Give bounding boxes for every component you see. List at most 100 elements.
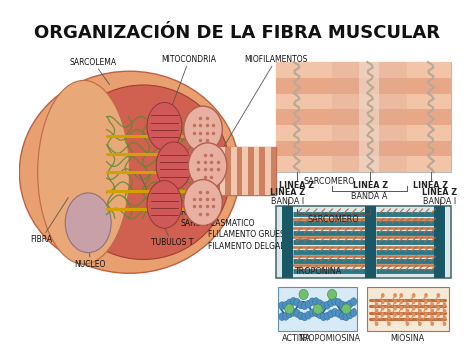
- Ellipse shape: [56, 85, 230, 260]
- Text: BANDA A: BANDA A: [351, 192, 387, 201]
- Ellipse shape: [375, 308, 378, 313]
- Ellipse shape: [437, 306, 440, 311]
- Text: SARCOLEMA: SARCOLEMA: [70, 58, 117, 84]
- Bar: [276, 78, 451, 93]
- Bar: [276, 62, 451, 78]
- Ellipse shape: [443, 315, 447, 320]
- Ellipse shape: [381, 306, 384, 311]
- Ellipse shape: [335, 310, 342, 317]
- Bar: [365, 206, 376, 278]
- Bar: [248, 147, 254, 195]
- Ellipse shape: [387, 302, 391, 307]
- Text: FILAMENTO DELGADO: FILAMENTO DELGADO: [208, 238, 319, 251]
- Ellipse shape: [298, 301, 304, 309]
- Ellipse shape: [418, 308, 422, 313]
- Text: BANDA I: BANDA I: [271, 197, 304, 206]
- Bar: [271, 147, 276, 195]
- Text: LINEA Z: LINEA Z: [353, 180, 388, 190]
- Text: LINEA Z: LINEA Z: [270, 188, 305, 197]
- Ellipse shape: [286, 310, 293, 318]
- Bar: [254, 147, 259, 195]
- Text: FIBRA: FIBRA: [30, 197, 68, 244]
- Text: TROPOMIOSINA: TROPOMIOSINA: [298, 334, 360, 343]
- Ellipse shape: [294, 299, 301, 306]
- Text: SARCOMERO: SARCOMERO: [303, 177, 355, 186]
- Ellipse shape: [412, 312, 416, 317]
- Ellipse shape: [393, 300, 397, 304]
- Ellipse shape: [393, 293, 397, 297]
- Ellipse shape: [381, 312, 384, 317]
- Ellipse shape: [375, 315, 378, 320]
- Bar: [265, 147, 271, 195]
- Bar: [219, 147, 276, 195]
- Ellipse shape: [184, 106, 222, 152]
- Ellipse shape: [290, 308, 297, 316]
- Ellipse shape: [437, 293, 440, 297]
- Text: MIOFILAMENTOS: MIOFILAMENTOS: [221, 55, 308, 152]
- Ellipse shape: [424, 306, 428, 311]
- Ellipse shape: [147, 103, 182, 150]
- Text: RETICULO
SARCOPLASMATICO: RETICULO SARCOPLASMATICO: [164, 192, 255, 228]
- Ellipse shape: [418, 315, 422, 320]
- Ellipse shape: [283, 312, 289, 320]
- Text: BANDA I: BANDA I: [423, 197, 456, 206]
- Bar: [242, 147, 248, 195]
- Text: MITOCONDRIA: MITOCONDRIA: [162, 55, 217, 124]
- Ellipse shape: [400, 293, 403, 297]
- Ellipse shape: [19, 71, 240, 273]
- Bar: [259, 147, 265, 195]
- Text: NUCLEO: NUCLEO: [74, 225, 106, 269]
- Bar: [276, 93, 451, 109]
- Ellipse shape: [375, 302, 378, 307]
- Ellipse shape: [443, 322, 447, 326]
- Ellipse shape: [320, 313, 327, 321]
- Ellipse shape: [290, 297, 297, 305]
- Text: ACTINA: ACTINA: [282, 334, 311, 343]
- Ellipse shape: [285, 304, 294, 314]
- Ellipse shape: [387, 315, 391, 320]
- Bar: [435, 206, 446, 278]
- Ellipse shape: [387, 322, 391, 326]
- Text: FLILAMENTO GRUESO: FLILAMENTO GRUESO: [208, 230, 319, 242]
- Ellipse shape: [342, 304, 351, 314]
- Ellipse shape: [437, 312, 440, 317]
- Ellipse shape: [156, 142, 191, 190]
- Text: ORGANIZACIÓN DE LA FIBRA MUSCULAR: ORGANIZACIÓN DE LA FIBRA MUSCULAR: [34, 24, 440, 42]
- Ellipse shape: [294, 310, 301, 317]
- Ellipse shape: [38, 80, 129, 264]
- Text: MIOSINA: MIOSINA: [391, 334, 425, 343]
- Ellipse shape: [424, 312, 428, 317]
- Ellipse shape: [406, 322, 410, 326]
- Bar: [282, 206, 293, 278]
- Bar: [276, 109, 451, 125]
- Ellipse shape: [418, 322, 422, 326]
- Ellipse shape: [332, 308, 338, 316]
- Ellipse shape: [279, 302, 285, 310]
- Ellipse shape: [430, 302, 434, 307]
- Ellipse shape: [279, 313, 285, 321]
- Bar: [276, 206, 451, 278]
- Ellipse shape: [301, 313, 308, 321]
- Ellipse shape: [339, 312, 346, 320]
- Bar: [276, 141, 451, 157]
- Ellipse shape: [339, 301, 346, 309]
- Ellipse shape: [65, 193, 111, 253]
- Ellipse shape: [430, 322, 434, 326]
- Ellipse shape: [313, 308, 319, 316]
- Ellipse shape: [418, 302, 422, 307]
- Ellipse shape: [188, 143, 227, 189]
- Text: TROPONINA: TROPONINA: [294, 267, 341, 276]
- Bar: [276, 125, 451, 141]
- Ellipse shape: [424, 293, 428, 297]
- Text: LINEA Z: LINEA Z: [279, 180, 314, 190]
- Ellipse shape: [305, 300, 311, 308]
- Bar: [219, 147, 225, 195]
- Ellipse shape: [343, 313, 349, 321]
- Ellipse shape: [184, 180, 222, 225]
- Ellipse shape: [346, 300, 353, 308]
- Ellipse shape: [412, 306, 416, 311]
- Ellipse shape: [332, 297, 338, 305]
- Ellipse shape: [324, 312, 330, 320]
- Ellipse shape: [443, 302, 447, 307]
- Ellipse shape: [298, 312, 304, 320]
